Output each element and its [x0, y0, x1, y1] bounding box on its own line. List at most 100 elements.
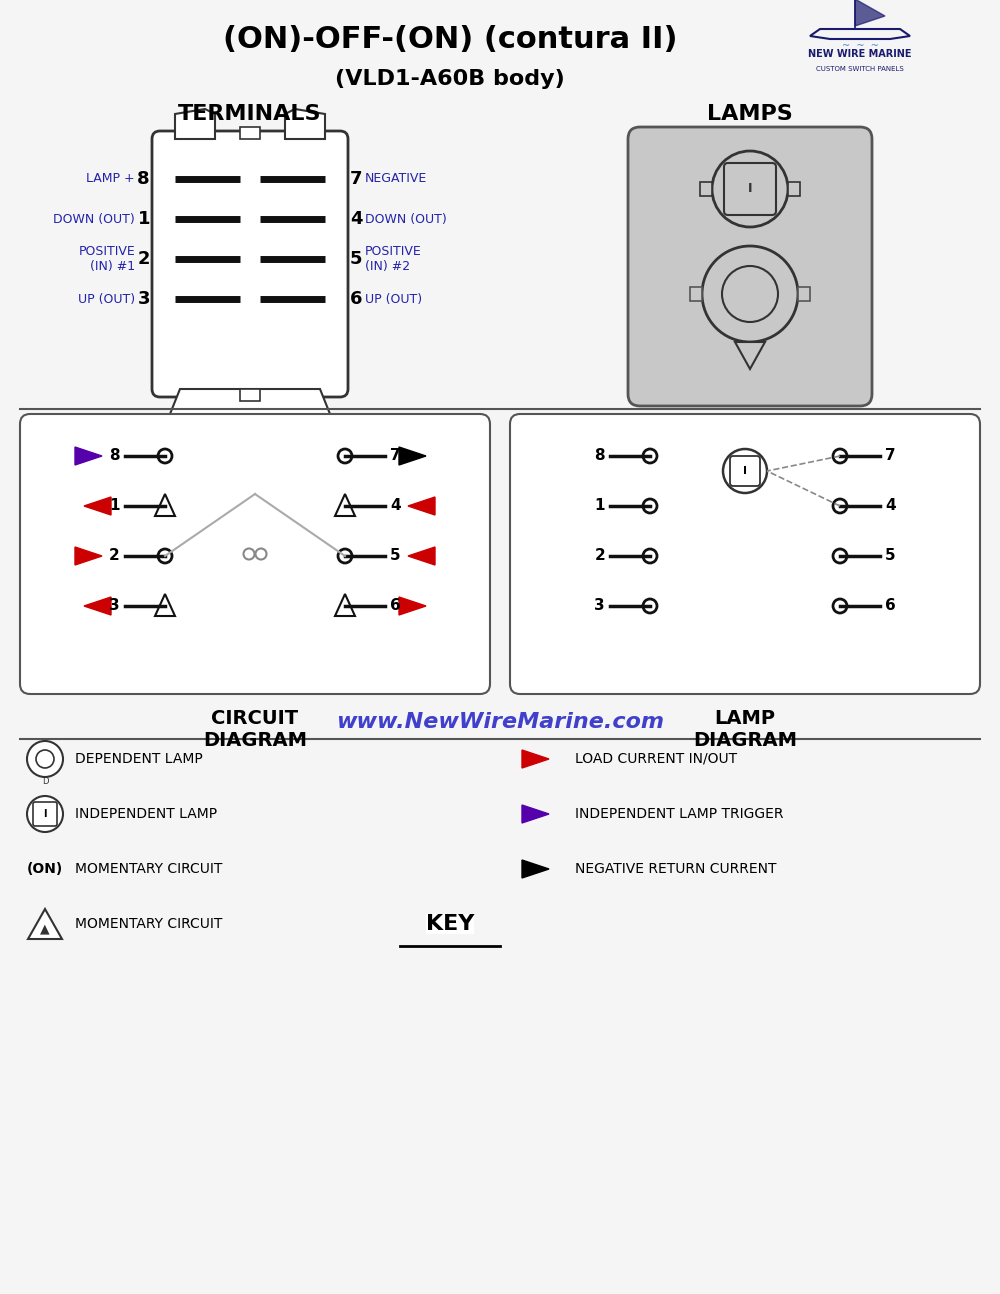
Text: (ON)-OFF-(ON) (contura II): (ON)-OFF-(ON) (contura II): [223, 25, 677, 53]
Text: 7: 7: [390, 449, 401, 463]
Circle shape: [833, 499, 847, 512]
Circle shape: [722, 267, 778, 322]
Polygon shape: [75, 547, 102, 565]
Bar: [700, 182, 712, 195]
Polygon shape: [522, 861, 549, 879]
Text: NEGATIVE RETURN CURRENT: NEGATIVE RETURN CURRENT: [575, 862, 776, 876]
Polygon shape: [335, 594, 355, 616]
Text: 1: 1: [594, 498, 605, 514]
Polygon shape: [522, 751, 549, 769]
Text: DOWN (OUT): DOWN (OUT): [365, 212, 447, 225]
Text: 1: 1: [110, 498, 120, 514]
Text: 7: 7: [885, 449, 896, 463]
Text: 4: 4: [350, 210, 362, 228]
Polygon shape: [408, 497, 435, 515]
Circle shape: [27, 741, 63, 776]
Circle shape: [158, 549, 172, 563]
Polygon shape: [522, 805, 549, 823]
Bar: [798, 287, 810, 302]
Circle shape: [712, 151, 788, 226]
Text: 2: 2: [138, 250, 150, 268]
Text: TERMINALS: TERMINALS: [178, 104, 322, 124]
Circle shape: [702, 246, 798, 342]
Text: POSITIVE
(IN) #2: POSITIVE (IN) #2: [365, 245, 422, 273]
Text: LAMP
DIAGRAM: LAMP DIAGRAM: [693, 709, 797, 751]
Circle shape: [643, 499, 657, 512]
Text: 4: 4: [390, 498, 401, 514]
Text: 5: 5: [885, 549, 896, 563]
Text: I: I: [743, 466, 747, 476]
Text: 5: 5: [390, 549, 401, 563]
Text: 6: 6: [390, 599, 401, 613]
Bar: [240, 127, 260, 138]
Circle shape: [158, 449, 172, 463]
Text: MOMENTARY CIRCUIT: MOMENTARY CIRCUIT: [75, 917, 222, 930]
Text: ▲: ▲: [40, 923, 50, 936]
Text: KEY: KEY: [426, 914, 474, 934]
Polygon shape: [399, 597, 426, 615]
Polygon shape: [285, 109, 325, 138]
Text: 6: 6: [350, 290, 362, 308]
Circle shape: [338, 549, 352, 563]
Polygon shape: [28, 908, 62, 939]
Text: 8: 8: [594, 449, 605, 463]
Circle shape: [723, 449, 767, 493]
Text: 3: 3: [138, 290, 150, 308]
Text: 1: 1: [138, 210, 150, 228]
Text: LAMP +: LAMP +: [86, 172, 135, 185]
Text: CUSTOM SWITCH PANELS: CUSTOM SWITCH PANELS: [816, 66, 904, 72]
Polygon shape: [155, 494, 175, 516]
FancyBboxPatch shape: [730, 455, 760, 487]
Text: I: I: [43, 809, 47, 819]
Polygon shape: [170, 389, 330, 419]
Text: UP (OUT): UP (OUT): [365, 292, 422, 305]
Text: 6: 6: [885, 599, 896, 613]
Bar: [690, 287, 702, 302]
Text: 5: 5: [350, 250, 362, 268]
Text: MOMENTARY CIRCUIT: MOMENTARY CIRCUIT: [75, 862, 222, 876]
Circle shape: [643, 549, 657, 563]
Circle shape: [338, 449, 352, 463]
Text: NEGATIVE: NEGATIVE: [365, 172, 427, 185]
Circle shape: [256, 549, 266, 559]
FancyBboxPatch shape: [33, 802, 57, 826]
Text: DEPENDENT LAMP: DEPENDENT LAMP: [75, 752, 203, 766]
Polygon shape: [75, 446, 102, 465]
Polygon shape: [335, 494, 355, 516]
Polygon shape: [155, 594, 175, 616]
Circle shape: [36, 751, 54, 769]
Text: 7: 7: [350, 170, 362, 188]
Text: UP (OUT): UP (OUT): [78, 292, 135, 305]
Circle shape: [27, 796, 63, 832]
FancyBboxPatch shape: [628, 127, 872, 406]
Text: 2: 2: [594, 549, 605, 563]
Text: D: D: [42, 776, 48, 785]
Polygon shape: [84, 597, 111, 615]
Text: www.NewWireMarine.com: www.NewWireMarine.com: [336, 712, 664, 732]
Text: I: I: [748, 182, 752, 195]
Text: (ON): (ON): [27, 862, 63, 876]
FancyBboxPatch shape: [510, 414, 980, 694]
Text: DOWN (OUT): DOWN (OUT): [53, 212, 135, 225]
Text: INDEPENDENT LAMP: INDEPENDENT LAMP: [75, 807, 217, 820]
Text: POSITIVE
(IN) #1: POSITIVE (IN) #1: [78, 245, 135, 273]
Circle shape: [833, 449, 847, 463]
FancyBboxPatch shape: [20, 414, 490, 694]
Text: LAMPS: LAMPS: [707, 104, 793, 124]
Polygon shape: [408, 547, 435, 565]
Text: 3: 3: [109, 599, 120, 613]
Text: 2: 2: [109, 549, 120, 563]
Polygon shape: [175, 109, 215, 138]
Text: 3: 3: [594, 599, 605, 613]
Bar: [240, 389, 260, 401]
Text: 4: 4: [885, 498, 896, 514]
Polygon shape: [855, 0, 885, 26]
Circle shape: [243, 549, 254, 559]
Circle shape: [833, 549, 847, 563]
FancyBboxPatch shape: [152, 131, 348, 397]
Text: (VLD1-A60B body): (VLD1-A60B body): [335, 69, 565, 89]
Text: 8: 8: [137, 170, 150, 188]
Text: ~  ~  ~: ~ ~ ~: [842, 41, 878, 50]
Polygon shape: [399, 446, 426, 465]
Text: LOAD CURRENT IN/OUT: LOAD CURRENT IN/OUT: [575, 752, 737, 766]
